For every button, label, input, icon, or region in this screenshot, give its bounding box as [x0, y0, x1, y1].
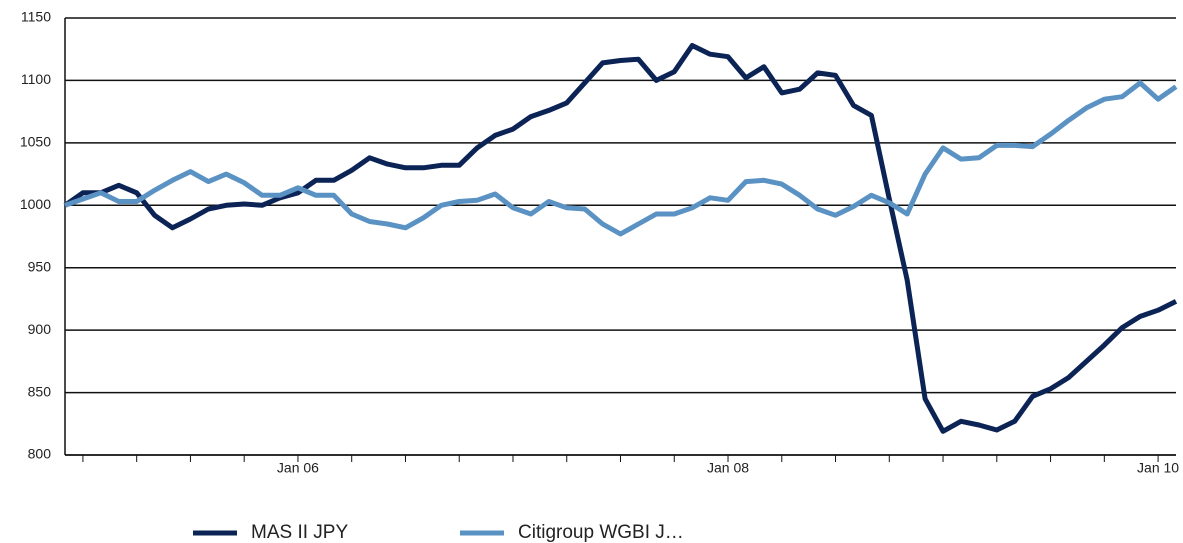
series-line	[63, 43, 1178, 434]
y-tick-label: 850	[28, 383, 52, 399]
series-line	[64, 80, 1178, 237]
y-tick-label: 1000	[20, 196, 51, 212]
legend-label: MAS II JPY	[251, 522, 348, 543]
x-tick-label: Jan 10	[1137, 460, 1179, 476]
x-tick-label: Jan 06	[277, 460, 319, 476]
y-tick-label: 900	[28, 321, 52, 337]
y-tick-label: 1100	[21, 71, 51, 87]
legend-label: Citigroup WGBI J…	[518, 522, 684, 543]
legend: MAS II JPY Citigroup WGBI J…	[193, 522, 684, 543]
x-tick-label: Jan 08	[707, 460, 749, 476]
y-tick-label: 1050	[20, 134, 51, 150]
y-tick-label: 950	[28, 258, 52, 274]
y-tick-label: 1150	[21, 9, 51, 25]
y-tick-label: 800	[28, 446, 52, 462]
